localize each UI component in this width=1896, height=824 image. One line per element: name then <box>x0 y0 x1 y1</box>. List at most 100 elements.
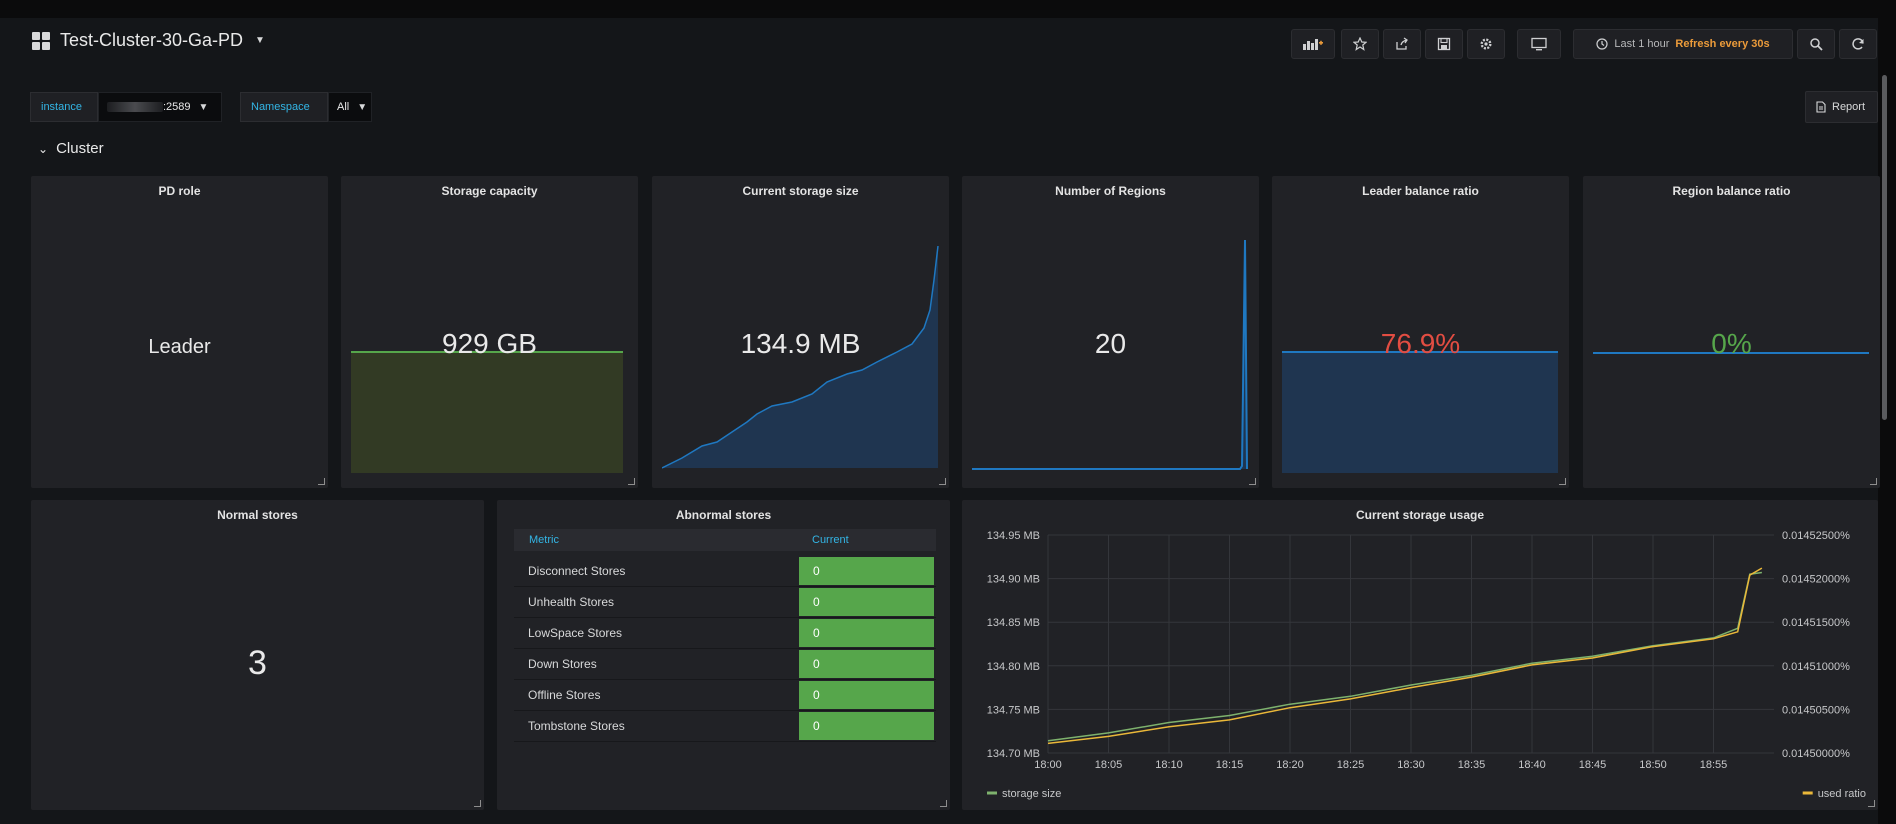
gear-icon <box>1480 38 1492 50</box>
instance-variable-value: :2589 <box>163 101 191 113</box>
panel-number-of-regions[interactable]: Number of Regions 20 <box>962 176 1259 488</box>
current-cell: 0 <box>799 650 934 678</box>
time-picker[interactable]: Last 1 hour Refresh every 30s <box>1573 29 1793 59</box>
row-toggle-cluster[interactable]: ⌄ Cluster <box>38 140 104 157</box>
refresh-icon <box>1852 38 1864 50</box>
panel-current-storage-usage[interactable]: Current storage usage 134.95 MB 0.0145250… <box>962 500 1878 810</box>
chevron-down-icon: ▼ <box>357 101 368 113</box>
panel-title: Storage capacity <box>441 184 538 198</box>
resize-handle[interactable] <box>1249 478 1256 485</box>
metric-cell: LowSpace Stores <box>528 626 623 640</box>
x-tick: 18:20 <box>1276 759 1304 771</box>
save-button[interactable] <box>1425 29 1463 59</box>
stat-value: 929 GB <box>442 328 537 359</box>
refresh-interval-label: Refresh every 30s <box>1675 38 1770 50</box>
tv-mode-button[interactable] <box>1517 29 1561 59</box>
y-tick-left: 134.75 MB <box>987 704 1040 716</box>
chevron-down-icon: ⌄ <box>38 141 49 156</box>
dashboard-picker[interactable]: Test-Cluster-30-Ga-PD ▼ <box>32 30 265 51</box>
table-row: LowSpace Stores 0 <box>514 617 936 649</box>
share-button[interactable] <box>1383 29 1421 59</box>
y-tick-right: 0.01450000% <box>1782 748 1850 760</box>
legend-storage-size: storage size <box>1002 788 1061 800</box>
settings-button[interactable] <box>1467 29 1505 59</box>
current-cell: 0 <box>799 619 934 647</box>
graph-canvas[interactable]: 134.95 MB 0.01452500% 134.90 MB 0.01452000%… <box>962 500 1878 810</box>
zoom-out-button[interactable] <box>1797 29 1835 59</box>
instance-variable-label: instance <box>30 92 98 122</box>
time-range-label: Last 1 hour <box>1614 38 1670 50</box>
resize-handle[interactable] <box>1870 478 1877 485</box>
sparkline <box>662 246 939 469</box>
redacted-host <box>107 102 163 112</box>
star-button[interactable] <box>1341 29 1379 59</box>
sparkline <box>972 239 1248 470</box>
resize-handle[interactable] <box>628 478 635 485</box>
report-button[interactable]: Report <box>1805 91 1878 123</box>
report-label: Report <box>1832 101 1866 113</box>
clock-icon <box>1596 38 1608 50</box>
grid-icon <box>32 31 50 50</box>
panel-title: Current storage usage <box>1355 508 1485 522</box>
y-tick-left: 134.80 MB <box>987 661 1040 673</box>
table-row: Down Stores 0 <box>514 648 936 680</box>
stat-value: 20 <box>1094 328 1127 359</box>
column-header-metric[interactable]: Metric <box>529 534 559 546</box>
refresh-button[interactable] <box>1839 29 1877 59</box>
metric-cell: Offline Stores <box>528 688 601 702</box>
panel-leader-balance-ratio[interactable]: Leader balance ratio 76.9% <box>1272 176 1569 488</box>
series-line <box>1047 567 1763 745</box>
dashboard-title[interactable]: Test-Cluster-30-Ga-PD <box>60 30 244 50</box>
panel-storage-capacity[interactable]: Storage capacity 929 GB <box>341 176 638 488</box>
namespace-variable-label: Namespace <box>240 92 328 122</box>
namespace-variable-dropdown[interactable]: All ▼ <box>328 92 372 122</box>
panel-normal-stores[interactable]: Normal stores 3 <box>31 500 484 810</box>
metric-cell: Unhealth Stores <box>528 595 615 609</box>
table-row: Offline Stores 0 <box>514 679 936 711</box>
resize-handle[interactable] <box>939 478 946 485</box>
y-tick-left: 134.70 MB <box>987 748 1040 760</box>
panel-pd-role[interactable]: PD role Leader <box>31 176 328 488</box>
column-header-current[interactable]: Current <box>812 534 849 546</box>
panel-title: Region balance ratio <box>1672 184 1791 198</box>
x-tick: 18:55 <box>1700 759 1728 771</box>
series-line <box>1047 571 1763 742</box>
resize-handle[interactable] <box>474 800 481 807</box>
current-cell: 0 <box>799 681 934 709</box>
stat-value: 134.9 MB <box>740 328 861 359</box>
gauge-fill <box>351 351 623 473</box>
y-tick-right: 0.01452500% <box>1782 530 1850 542</box>
y-tick-left: 134.85 MB <box>987 617 1040 629</box>
panel-title: Leader balance ratio <box>1362 184 1479 198</box>
tv-icon <box>1531 37 1547 51</box>
panel-region-balance-ratio[interactable]: Region balance ratio 0% <box>1583 176 1880 488</box>
resize-handle[interactable] <box>940 800 947 807</box>
x-tick: 18:10 <box>1155 759 1183 771</box>
table-row: Unhealth Stores 0 <box>514 586 936 618</box>
x-tick: 18:05 <box>1095 759 1123 771</box>
x-tick: 18:45 <box>1579 759 1607 771</box>
panel-title: Abnormal stores <box>675 508 772 522</box>
x-tick: 18:25 <box>1337 759 1365 771</box>
row-title: Cluster <box>56 140 104 157</box>
add-panel-icon <box>1303 39 1323 50</box>
namespace-variable-value: All <box>337 101 350 113</box>
legend-used-ratio: used ratio <box>1818 788 1866 800</box>
panel-title: Normal stores <box>217 508 298 522</box>
y-tick-right: 0.01451000% <box>1782 661 1850 673</box>
stat-value: 76.9% <box>1380 328 1461 359</box>
add-panel-button[interactable] <box>1291 29 1335 59</box>
instance-variable-dropdown[interactable]: :2589 ▼ <box>98 92 222 122</box>
metric-cell: Disconnect Stores <box>528 564 626 578</box>
resize-handle[interactable] <box>1868 800 1875 807</box>
x-tick: 18:00 <box>1034 759 1062 771</box>
metric-cell: Down Stores <box>528 657 597 671</box>
panel-abnormal-stores[interactable]: Abnormal stores Metric Current Disconnec… <box>497 500 950 810</box>
panel-title: Current storage size <box>742 184 859 198</box>
resize-handle[interactable] <box>318 478 325 485</box>
stat-value: 3 <box>248 644 267 682</box>
x-tick: 18:50 <box>1639 759 1667 771</box>
resize-handle[interactable] <box>1559 478 1566 485</box>
page-scrollbar[interactable] <box>1882 75 1887 420</box>
panel-current-storage-size[interactable]: Current storage size 134.9 MB <box>652 176 949 488</box>
